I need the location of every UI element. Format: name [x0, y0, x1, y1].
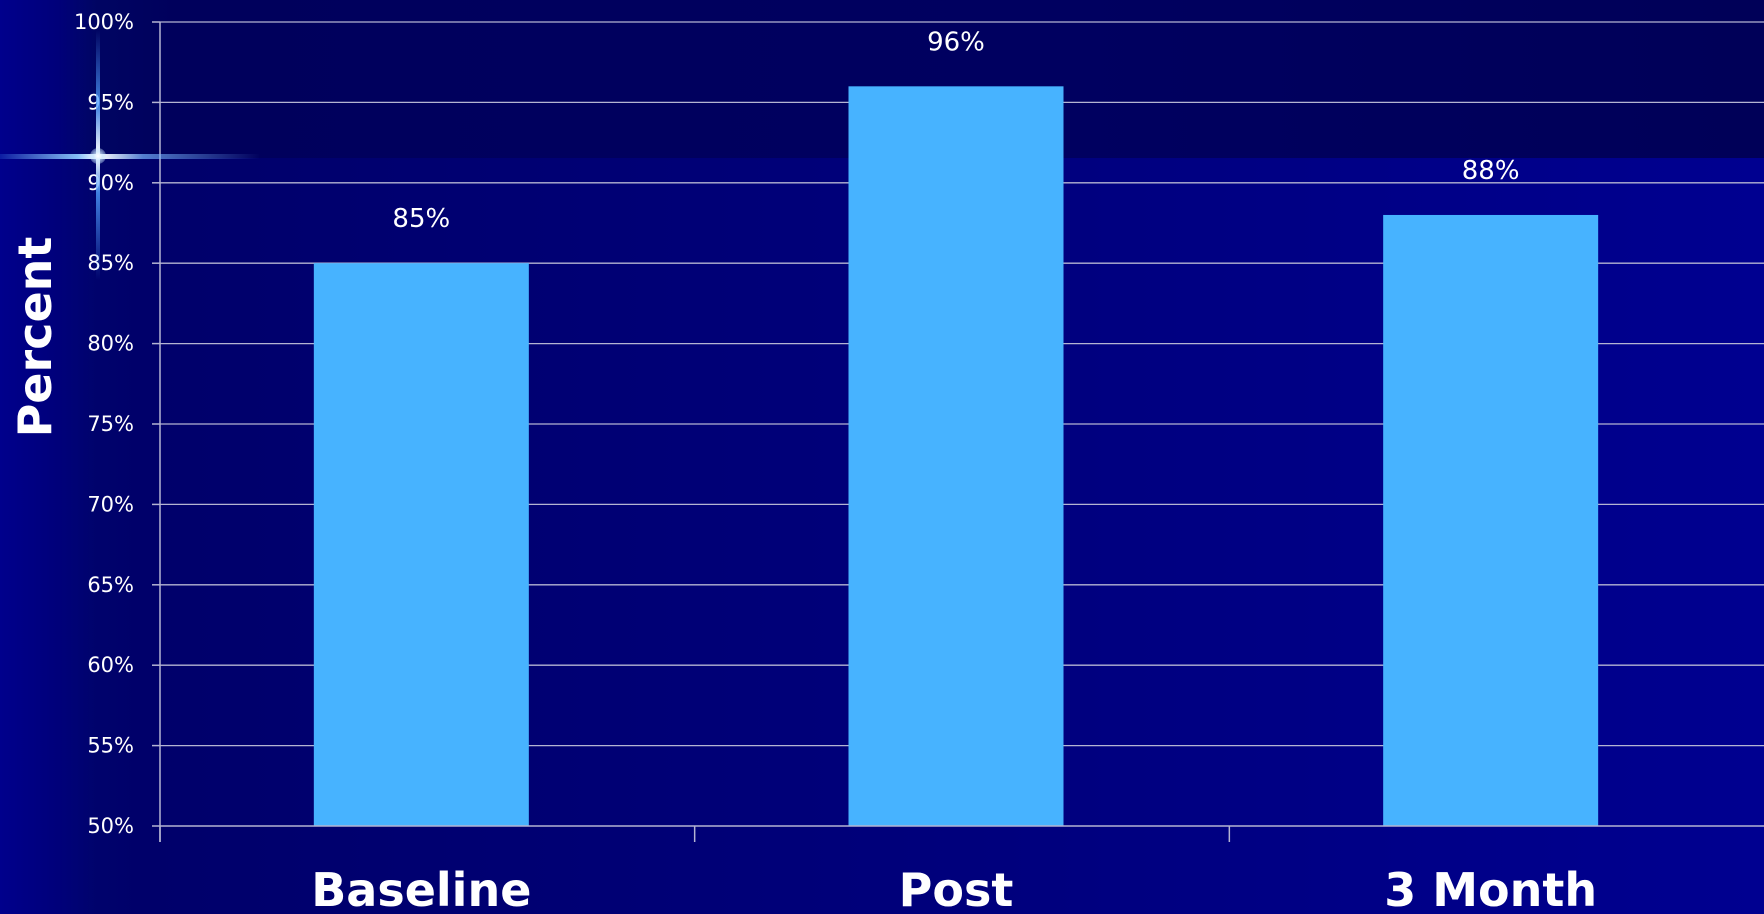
y-tick-label: 90%	[87, 171, 134, 195]
data-label: 88%	[1462, 156, 1520, 186]
y-tick-label: 85%	[87, 251, 134, 275]
y-tick-label: 50%	[87, 814, 134, 838]
y-tick-label: 60%	[87, 653, 134, 677]
data-labels: 85% 96% 88%	[392, 27, 1519, 234]
background-left-strip	[0, 0, 96, 914]
category-labels: Baseline Post 3 Month	[311, 863, 1597, 914]
sparkle-star-icon	[90, 148, 106, 164]
category-label: Post	[899, 863, 1014, 914]
y-tick-label: 80%	[87, 332, 134, 356]
y-tick-label: 70%	[87, 492, 134, 516]
bar-baseline	[313, 263, 529, 826]
y-tick-labels: 50% 55% 60% 65% 70% 75% 80% 85% 90% 95% 100%	[74, 10, 134, 838]
y-tick-label: 55%	[87, 734, 134, 758]
bars	[313, 86, 1599, 826]
y-tick-label: 65%	[87, 573, 134, 597]
bar-3-month	[1383, 214, 1599, 826]
category-label: 3 Month	[1384, 863, 1597, 914]
data-label: 85%	[392, 204, 450, 234]
data-label: 96%	[927, 27, 985, 57]
bar-post	[848, 86, 1064, 826]
y-tick-label: 95%	[87, 90, 134, 114]
y-tick-label: 75%	[87, 412, 134, 436]
category-label: Baseline	[311, 863, 531, 914]
y-axis-title: Percent	[8, 237, 62, 438]
y-tick-label: 100%	[74, 10, 134, 34]
sparkle-flare-horizontal	[0, 154, 260, 159]
